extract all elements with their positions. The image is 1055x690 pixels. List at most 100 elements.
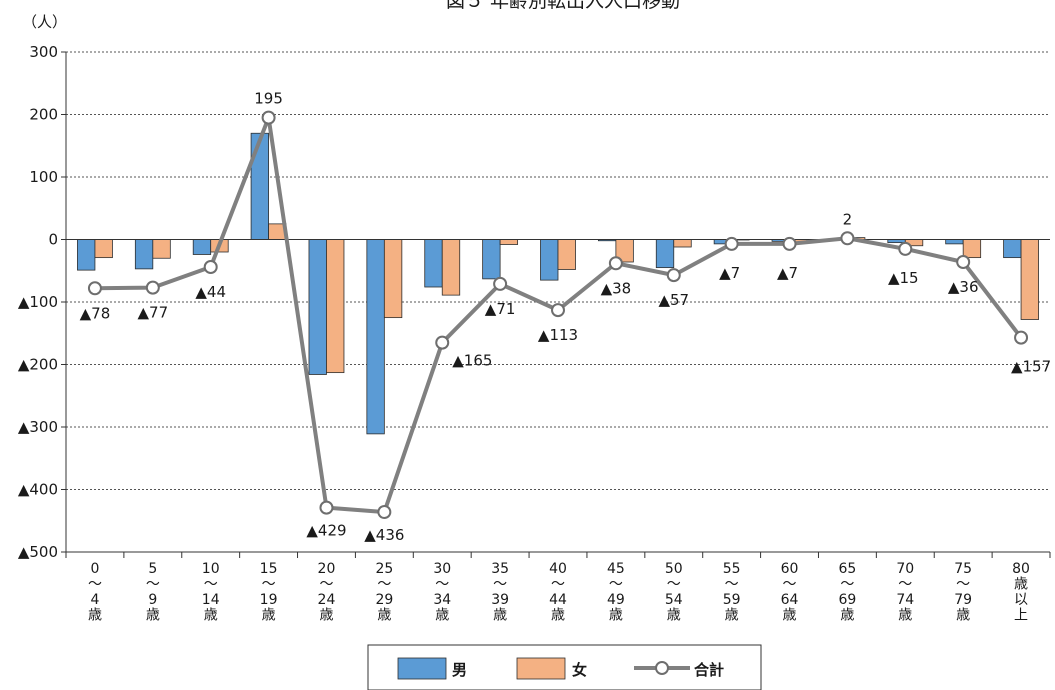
x-tick-label: 5 — [148, 561, 157, 577]
total-point — [1014, 330, 1029, 345]
x-tick-label: ～ — [204, 577, 218, 593]
total-data-label: ▲157 — [1011, 358, 1051, 376]
total-data-label: ▲7 — [719, 264, 740, 282]
y-tick-labels: 300 200 100 0 ▲100 ▲200 ▲300 ▲400 ▲500 — [18, 43, 58, 561]
bar-female — [94, 239, 113, 259]
y-tick-label: ▲200 — [18, 356, 58, 374]
x-tick-label: 19 — [260, 592, 278, 608]
total-point — [435, 335, 450, 350]
total-point — [319, 500, 334, 515]
legend-male-swatch — [397, 657, 447, 680]
total-point — [840, 231, 855, 246]
x-tick-label: 20 — [318, 561, 336, 577]
total-point — [493, 276, 508, 291]
x-tick-label: 34 — [433, 592, 451, 608]
total-line-series — [87, 110, 1029, 519]
x-tick-label: 50 — [665, 561, 683, 577]
bar-male — [655, 239, 675, 269]
x-tick-label: 55 — [723, 561, 741, 577]
y-tick-label: ▲400 — [18, 481, 58, 499]
x-tick-label: ～ — [435, 577, 449, 593]
x-tick-label: 歳 — [88, 608, 102, 624]
x-tick-label: 歳 — [146, 608, 160, 624]
axes — [61, 51, 1051, 558]
total-point — [551, 303, 565, 318]
total-data-label: ▲36 — [948, 278, 979, 296]
x-tick-label: 44 — [549, 592, 567, 608]
x-tick-label: 4 — [90, 592, 99, 608]
x-tick-label: 65 — [838, 561, 856, 577]
y-tick-label: 100 — [29, 168, 58, 186]
x-tick-label: 歳 — [783, 608, 797, 624]
x-tick-label: 35 — [491, 561, 509, 577]
x-tick-label: ～ — [956, 577, 970, 593]
y-tick-label: ▲100 — [18, 293, 58, 311]
y-axis-unit-label: （人） — [22, 13, 67, 31]
total-point — [145, 280, 160, 295]
total-data-label: ▲436 — [364, 526, 404, 544]
total-data-label: 195 — [254, 90, 283, 108]
x-tick-label: 79 — [954, 592, 972, 608]
bar-male — [308, 239, 327, 375]
gridlines — [66, 51, 1050, 553]
total-data-label: ▲429 — [306, 522, 346, 540]
bar-female — [441, 239, 461, 296]
data-labels: ▲78 ▲77 ▲44 195 ▲429 ▲436 ▲165 ▲71 ▲113 ▲38 ▲57 ▲7 ▲… — [80, 90, 1052, 544]
x-tick-label: 歳 — [609, 608, 623, 624]
x-tick-label: 24 — [318, 592, 336, 608]
x-tick-label: 歳 — [725, 608, 739, 624]
bar-male — [945, 239, 964, 245]
total-data-label: ▲77 — [138, 304, 169, 322]
x-tick-label: 75 — [954, 561, 972, 577]
bar-female — [383, 239, 403, 319]
x-tick-label: 74 — [896, 592, 914, 608]
bar-female — [673, 239, 692, 248]
bar-male — [134, 239, 154, 270]
bar-male — [482, 239, 501, 280]
total-point — [377, 505, 392, 519]
total-point — [87, 281, 102, 296]
x-tick-label: ～ — [262, 577, 276, 593]
bar-male — [250, 132, 269, 240]
x-tick-label: 54 — [665, 592, 683, 608]
total-point — [956, 255, 971, 269]
x-tick-label: 45 — [607, 561, 625, 577]
x-tick-label: 25 — [375, 561, 393, 577]
x-tick-label: 30 — [433, 561, 451, 577]
x-tick-label: 10 — [202, 561, 220, 577]
bar-male — [77, 239, 96, 271]
chart-title: 図５ 年齢別転出入人口移動 — [446, 0, 680, 12]
bar-male — [366, 239, 385, 435]
x-tick-label: 歳 — [956, 608, 970, 624]
legend: 男 女 合計 — [367, 644, 762, 690]
y-tick-label: 200 — [29, 106, 58, 124]
x-tick-label: 69 — [838, 592, 856, 608]
x-tick-label: 0 — [90, 561, 99, 577]
y-tick-label: 300 — [29, 43, 58, 61]
bar-series — [77, 132, 1039, 435]
x-tick-label: ～ — [783, 577, 797, 593]
x-tick-label: 歳 — [1014, 577, 1028, 593]
x-tick-label: 歳 — [377, 608, 391, 624]
x-tick-label: ～ — [377, 577, 391, 593]
total-data-label: ▲7 — [777, 264, 798, 282]
total-point — [898, 241, 913, 256]
x-tick-label: ～ — [146, 577, 160, 593]
legend-female-label: 女 — [572, 661, 587, 679]
bar-female — [152, 239, 171, 259]
x-tick-labels: 0～4歳5～9歳10～14歳15～19歳20～24歳25～29歳30～34歳35… — [88, 561, 1030, 624]
x-tick-label: 歳 — [204, 608, 218, 624]
x-tick-label: ～ — [319, 577, 333, 593]
x-tick-label: 歳 — [319, 608, 333, 624]
bar-female — [1020, 239, 1039, 320]
total-data-label: ▲15 — [888, 269, 919, 287]
x-tick-label: 上 — [1014, 608, 1028, 624]
x-tick-label: 歳 — [898, 608, 912, 624]
total-point — [666, 268, 681, 283]
x-tick-label: 64 — [781, 592, 799, 608]
x-tick-label: 59 — [723, 592, 741, 608]
x-tick-label: ～ — [840, 577, 854, 593]
bar-male — [1003, 239, 1022, 259]
x-tick-label: 14 — [202, 592, 220, 608]
